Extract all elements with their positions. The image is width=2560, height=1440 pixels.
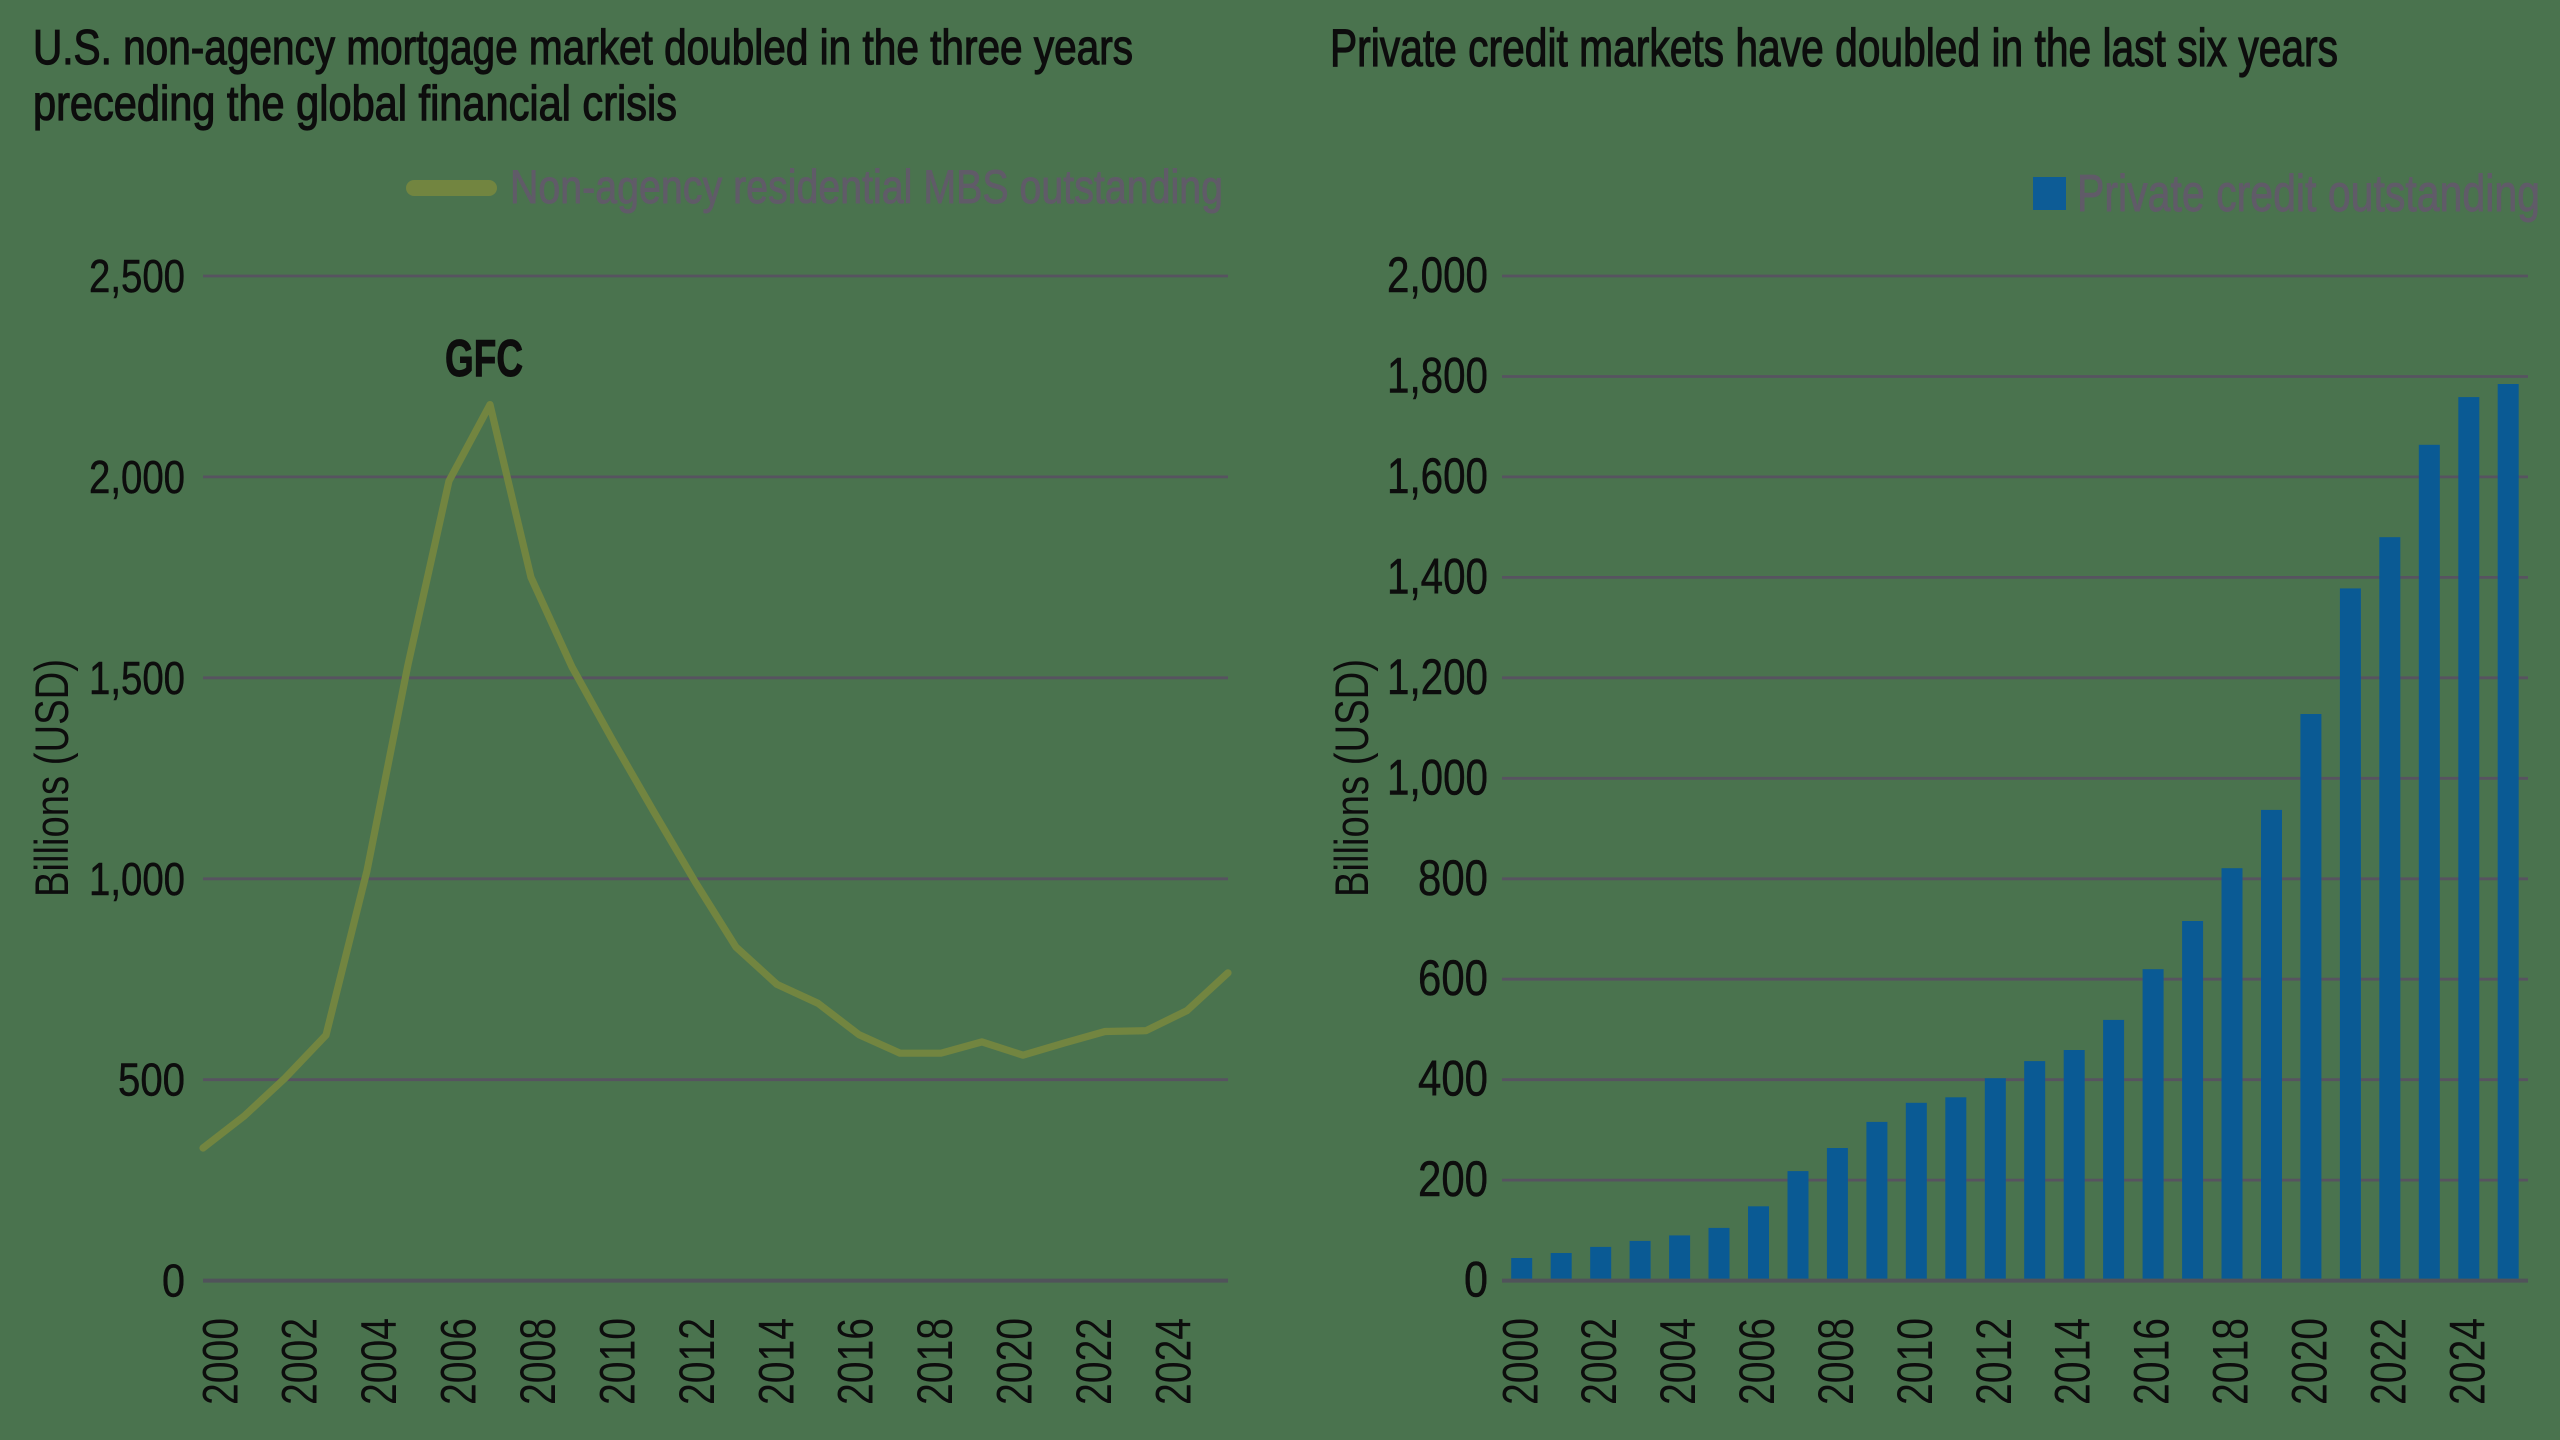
svg-text:2014: 2014 — [748, 1318, 804, 1405]
svg-text:1,400: 1,400 — [1387, 548, 1488, 604]
svg-text:Private credit outstanding: Private credit outstanding — [2077, 165, 2540, 223]
svg-text:2,500: 2,500 — [89, 250, 185, 302]
svg-text:Non-agency residential MBS out: Non-agency residential MBS outstanding — [510, 160, 1223, 213]
svg-text:400: 400 — [1418, 1051, 1488, 1107]
svg-text:2022: 2022 — [2360, 1318, 2416, 1405]
svg-text:1,200: 1,200 — [1387, 649, 1488, 705]
svg-text:2004: 2004 — [1650, 1318, 1706, 1405]
svg-text:600: 600 — [1418, 950, 1488, 1006]
svg-text:500: 500 — [118, 1054, 185, 1106]
svg-text:2008: 2008 — [1808, 1318, 1864, 1405]
svg-text:2014: 2014 — [2045, 1318, 2101, 1405]
svg-text:2010: 2010 — [1887, 1318, 1943, 1405]
svg-text:2022: 2022 — [1066, 1318, 1122, 1405]
svg-text:2024: 2024 — [2439, 1318, 2495, 1405]
svg-text:800: 800 — [1418, 850, 1488, 906]
svg-text:2000: 2000 — [1492, 1318, 1548, 1405]
svg-text:2004: 2004 — [351, 1318, 407, 1405]
svg-text:2016: 2016 — [828, 1318, 884, 1405]
svg-text:1,600: 1,600 — [1387, 448, 1488, 504]
svg-text:0: 0 — [162, 1255, 185, 1307]
svg-text:2006: 2006 — [1729, 1318, 1785, 1405]
svg-text:1,000: 1,000 — [1387, 749, 1488, 805]
svg-text:2008: 2008 — [510, 1318, 566, 1405]
svg-text:2006: 2006 — [431, 1318, 487, 1405]
svg-text:Billions (USD): Billions (USD) — [25, 659, 78, 897]
svg-text:1,000: 1,000 — [89, 853, 185, 905]
svg-text:2002: 2002 — [1571, 1318, 1627, 1405]
svg-text:preceding the global financial: preceding the global financial crisis — [33, 77, 677, 131]
svg-text:GFC: GFC — [445, 330, 523, 388]
svg-text:2,000: 2,000 — [1387, 247, 1488, 303]
svg-text:2010: 2010 — [590, 1318, 646, 1405]
svg-text:2018: 2018 — [907, 1318, 963, 1405]
svg-text:2020: 2020 — [987, 1318, 1043, 1405]
svg-text:2012: 2012 — [669, 1318, 725, 1405]
svg-text:2018: 2018 — [2203, 1318, 2259, 1405]
svg-text:U.S. non-agency mortgage marke: U.S. non-agency mortgage market doubled … — [33, 21, 1133, 75]
svg-text:2002: 2002 — [272, 1318, 328, 1405]
svg-text:1,500: 1,500 — [89, 652, 185, 704]
svg-text:2,000: 2,000 — [89, 451, 185, 503]
svg-text:2000: 2000 — [192, 1318, 248, 1405]
svg-text:2012: 2012 — [1966, 1318, 2022, 1405]
svg-text:Private credit markets have do: Private credit markets have doubled in t… — [1330, 19, 2338, 78]
svg-text:200: 200 — [1418, 1151, 1488, 1207]
svg-text:1,800: 1,800 — [1387, 348, 1488, 404]
svg-text:2016: 2016 — [2124, 1318, 2180, 1405]
svg-text:2020: 2020 — [2282, 1318, 2338, 1405]
svg-text:2024: 2024 — [1146, 1318, 1202, 1405]
svg-text:Billions (USD): Billions (USD) — [1325, 659, 1378, 897]
svg-text:0: 0 — [1464, 1252, 1488, 1308]
